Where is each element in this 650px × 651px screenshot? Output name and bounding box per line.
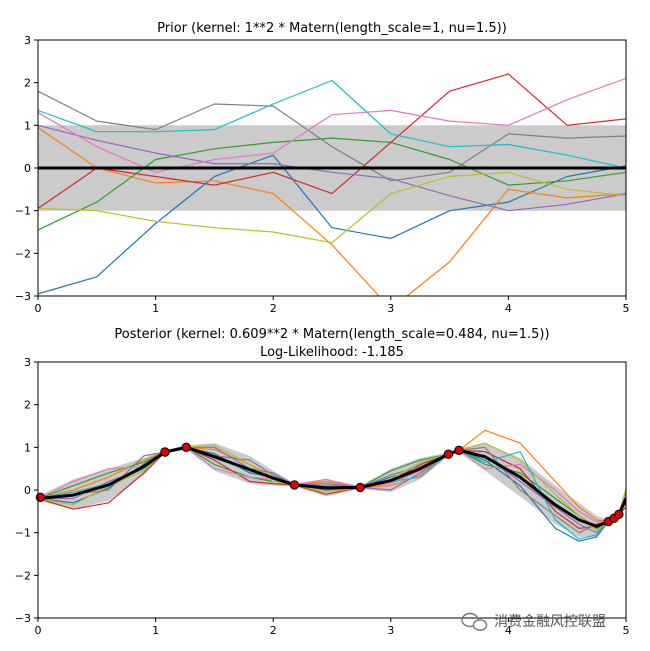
series-sample-7 xyxy=(38,77,626,173)
y-tick-label: 1 xyxy=(24,441,31,454)
x-tick-label: 5 xyxy=(623,302,630,315)
y-tick-label: −1 xyxy=(15,205,31,218)
wechat-icon xyxy=(461,612,488,631)
training-point xyxy=(614,509,624,519)
plot-area xyxy=(38,429,626,542)
series-sample-4 xyxy=(38,73,626,209)
x-tick-label: 1 xyxy=(152,302,159,315)
y-tick-label: −2 xyxy=(15,247,31,260)
watermark: 消费金融风控联盟 xyxy=(461,612,606,631)
series-sample-8 xyxy=(38,171,626,244)
x-tick-label: 0 xyxy=(35,302,42,315)
x-tick-label: 2 xyxy=(270,624,277,637)
training-point xyxy=(35,492,46,502)
y-tick-label: 2 xyxy=(24,399,31,412)
training-point xyxy=(454,445,464,455)
x-tick-label: 1 xyxy=(152,624,159,637)
x-tick-label: 4 xyxy=(505,302,512,315)
series-sample-2 xyxy=(38,127,626,296)
y-tick-label: −3 xyxy=(15,290,31,303)
posterior-panel: 0 1 2 3 4 5 3 2 1 0 −1 −2 −3 xyxy=(15,356,630,637)
posterior-title: Posterior (kernel: 0.609**2 * Matern(len… xyxy=(114,327,549,342)
y-tick-label: 1 xyxy=(24,119,31,132)
series-sample-5 xyxy=(38,124,626,212)
y-tick-label: 2 xyxy=(24,77,31,90)
y-tick-label: 3 xyxy=(24,34,31,47)
x-tick-label: 5 xyxy=(623,624,630,637)
training-point xyxy=(443,449,454,459)
posterior-subtitle: Log-Likelihood: -1.185 xyxy=(260,345,404,360)
series-sample-9 xyxy=(38,79,626,169)
y-tick-label: −2 xyxy=(15,569,31,582)
x-tick-label: 0 xyxy=(35,624,42,637)
x-tick-label: 3 xyxy=(387,624,394,637)
x-tick-label: 2 xyxy=(270,302,277,315)
training-point xyxy=(181,442,191,452)
training-point xyxy=(160,447,170,457)
y-tick-label: 3 xyxy=(24,356,31,369)
y-tick-label: 0 xyxy=(24,162,31,175)
y-tick-label: −1 xyxy=(15,527,31,540)
prior-panel: 0 1 2 3 4 5 3 2 1 0 −1 −2 −3 xyxy=(15,34,630,315)
x-tick-label: 3 xyxy=(387,302,394,315)
y-tick-label: −3 xyxy=(15,612,31,625)
training-point xyxy=(289,480,300,490)
training-point xyxy=(355,482,365,493)
series-sample-1 xyxy=(38,154,626,295)
y-tick-label: 0 xyxy=(24,484,31,497)
watermark-text: 消费金融风控联盟 xyxy=(494,614,606,630)
x-tick-label: 4 xyxy=(505,624,512,637)
series-sample-6 xyxy=(38,90,626,182)
prior-title: Prior (kernel: 1**2 * Matern(length_scal… xyxy=(157,21,507,36)
plot-area xyxy=(38,73,626,296)
